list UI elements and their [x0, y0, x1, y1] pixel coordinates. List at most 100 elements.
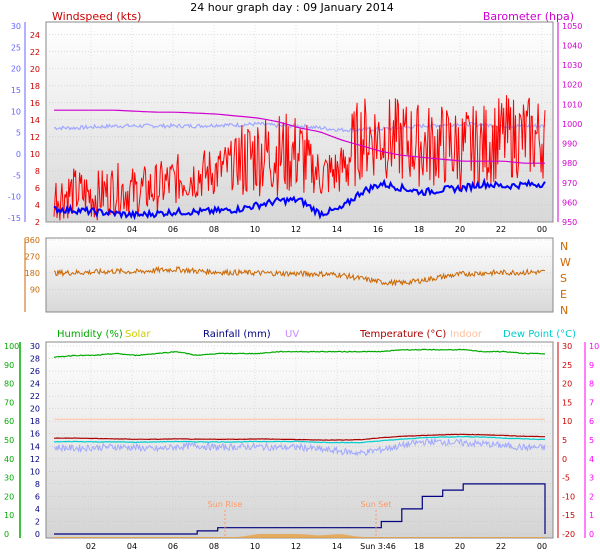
wind-time-tick: 18: [414, 225, 424, 234]
windspeed-tick-label: 16: [30, 99, 40, 108]
windspeed-tick-label: 24: [30, 31, 40, 40]
rainfall-tick-label: 0: [35, 530, 40, 539]
temperature-tick-label: 15: [562, 398, 572, 407]
multi-time-tick: 14: [332, 542, 342, 551]
windspeed-tick-label: 4: [35, 201, 40, 210]
multi-series: [53, 348, 546, 538]
multi-legend: Humidity (%) Solar Rainfall (mm) UV Temperat…: [57, 329, 576, 340]
wind-grid: [46, 22, 553, 223]
rainfall-tick-label: 8: [35, 480, 40, 489]
wind-barometer-panel: Windspeed (kts) Barometer (hpa) 24681012…: [8, 10, 582, 234]
multi-time-tick: 12: [291, 542, 301, 551]
windspeed-tick-label: 2: [35, 218, 40, 227]
uv-tick-label: 2: [589, 492, 594, 501]
barometer-tick-label: 970: [562, 179, 577, 188]
wind-time-tick: 20: [455, 225, 465, 234]
temperature-tick-label: 5: [562, 436, 567, 445]
multi-time-tick: 18: [414, 542, 424, 551]
barometer-tick-label: 1040: [562, 42, 582, 51]
windspeed-title: Windspeed (kts): [52, 10, 141, 23]
compass-label: N: [560, 304, 568, 317]
sun-marker-label: Sun Rise: [208, 500, 243, 509]
temperature-line: [54, 433, 545, 441]
rainfall-tick-label: 6: [35, 492, 40, 501]
uv-tick-label: 9: [589, 361, 594, 370]
humidity-tick-label: 90: [4, 361, 14, 370]
temperature-tick-label: -20: [562, 530, 575, 539]
uv-axis: 0 1 2 3 4 5 6 7 8 9 10: [584, 342, 599, 539]
humidity-tick-label: 30: [4, 474, 14, 483]
rainfall-tick-label: 30: [30, 342, 40, 351]
barometer-tick-label: 980: [562, 159, 577, 168]
rainfall-tick-label: 16: [30, 430, 40, 439]
outer-tick-label: -5: [13, 171, 21, 180]
windspeed-tick-label: 18: [30, 82, 40, 91]
wind-time-tick: 04: [127, 225, 137, 234]
humidity-tick-label: 100: [4, 342, 19, 351]
barometer-tick-label: 1030: [562, 61, 582, 70]
barometer-tick-label: 990: [562, 140, 577, 149]
humidity-tick-label: 0: [4, 530, 9, 539]
rainfall-tick-label: 26: [30, 367, 40, 376]
temperature-tick-label: 25: [562, 361, 572, 370]
rainfall-tick-label: 10: [30, 467, 40, 476]
outer-tick-label: 20: [11, 65, 21, 74]
temperature-tick-label: 20: [562, 380, 572, 389]
rainfall-tick-label: 2: [35, 517, 40, 526]
rainfall-tick-label: 14: [30, 442, 40, 451]
uv-tick-label: 4: [589, 455, 594, 464]
uv-tick-label: 7: [589, 398, 594, 407]
temperature-tick-label: -15: [562, 511, 575, 520]
multi-panel: Humidity (%) Solar Rainfall (mm) UV Temperat…: [4, 329, 599, 551]
humidity-tick-label: 40: [4, 455, 14, 464]
legend-label: Temperature (°C): [359, 329, 446, 340]
multi-time-axis: 02 04 06 08 10 12 14 Sun 3:46 18 20 22 00: [86, 542, 547, 551]
temperature-outer-axis: -15 -10 -5 0 5 10 15 20 25 30: [8, 22, 26, 223]
wind-time-tick: 14: [332, 225, 342, 234]
temperature-tick-label: 0: [562, 455, 567, 464]
outer-tick-label: 25: [11, 43, 21, 52]
legend-label: Solar: [125, 329, 151, 340]
wind-average-line: [53, 177, 546, 221]
direction-tick-label: 270: [25, 253, 40, 262]
temperature-tick-label: -5: [562, 474, 570, 483]
wind-time-tick: 12: [291, 225, 301, 234]
rainfall-tick-label: 4: [35, 505, 40, 514]
direction-axis: 90 180 270 360: [24, 236, 40, 312]
rainfall-line: [54, 483, 546, 535]
multi-time-tick: 02: [86, 542, 96, 551]
barometer-tick-label: 1000: [562, 120, 582, 129]
compass-label: S: [560, 272, 567, 285]
humidity-axis: 0 10 20 30 40 50 60 70 80 90 100: [4, 342, 21, 539]
compass-label: W: [560, 256, 571, 269]
windspeed-tick-label: 6: [35, 184, 40, 193]
windspeed-tick-label: 14: [30, 116, 40, 125]
rainfall-tick-label: 18: [30, 417, 40, 426]
windspeed-tick-label: 12: [30, 133, 40, 142]
outer-tick-label: 5: [16, 129, 21, 138]
dewpoint-line: [53, 435, 546, 444]
wind-time-tick: 06: [168, 225, 178, 234]
multi-time-tick: 22: [496, 542, 506, 551]
legend-label: Dew Point (°C): [503, 329, 576, 340]
outer-tick-label: 15: [11, 86, 21, 95]
uv-tick-label: 0: [589, 530, 594, 539]
uv-tick-label: 6: [589, 417, 594, 426]
legend-label: UV: [285, 329, 299, 340]
wind-time-tick: 16: [373, 225, 383, 234]
barometer-tick-label: 950: [562, 218, 577, 227]
outer-tick-label: -10: [8, 193, 21, 202]
solar-area: [54, 534, 545, 538]
outer-tick-label: 0: [16, 150, 21, 159]
humidity-tick-label: 10: [4, 511, 14, 520]
multi-time-tick: 06: [168, 542, 178, 551]
rainfall-tick-label: 22: [30, 392, 40, 401]
apparent-temperature-line: [53, 437, 546, 457]
wind-series: [53, 95, 546, 221]
wind-time-tick: 08: [209, 225, 219, 234]
wind-plot-area: [45, 21, 554, 223]
humidity-tick-label: 50: [4, 436, 14, 445]
direction-line: [53, 265, 546, 287]
